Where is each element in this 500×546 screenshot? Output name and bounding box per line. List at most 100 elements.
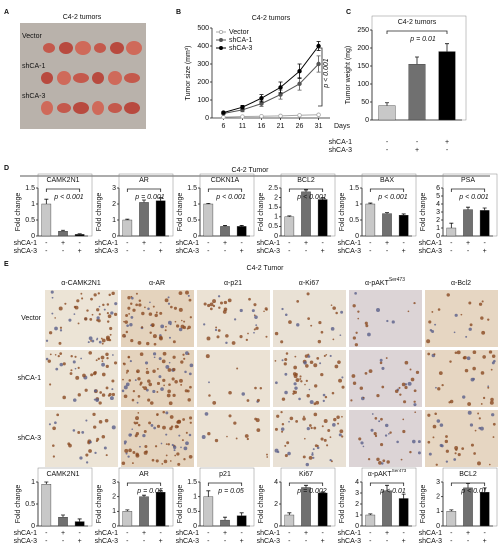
condition-name: shCA-1 (338, 240, 361, 247)
condition-label: - (402, 240, 405, 247)
stained-nucleus (111, 354, 114, 356)
point (278, 92, 283, 97)
stained-nucleus (183, 357, 186, 360)
annotation: p < 0.001 (323, 58, 330, 88)
x-tick-label: 11 (239, 123, 246, 130)
row-label: shCA-3 (18, 435, 41, 442)
tumor (57, 103, 71, 113)
stained-nucleus (417, 451, 421, 455)
condition-label: - (240, 240, 243, 247)
condition-label: - (207, 248, 210, 255)
stained-nucleus (45, 357, 49, 361)
stained-nucleus (171, 377, 175, 381)
stained-nucleus (241, 392, 245, 396)
stained-nucleus (103, 446, 107, 450)
tumor (59, 42, 73, 54)
bar (236, 515, 247, 527)
stained-nucleus (168, 361, 171, 364)
error-bar (287, 512, 292, 515)
condition-label: - (386, 147, 389, 154)
stained-nucleus (468, 327, 472, 331)
y-tick-label: 1 (436, 508, 440, 515)
stained-nucleus (428, 320, 432, 324)
y-tick-label: 0 (31, 233, 35, 240)
bar (378, 105, 396, 121)
condition-label: - (369, 240, 372, 247)
histology-image (45, 350, 118, 407)
stained-nucleus (181, 439, 184, 442)
stained-nucleus (80, 357, 82, 360)
condition-label: - (207, 538, 210, 545)
stained-nucleus (139, 445, 141, 448)
condition-label: + (483, 538, 487, 545)
stained-nucleus (362, 445, 365, 448)
stained-nucleus (154, 445, 158, 448)
stained-nucleus (339, 334, 342, 337)
stained-nucleus (169, 427, 173, 431)
error-bar (158, 490, 163, 493)
bar (41, 203, 52, 237)
error-bar (142, 494, 146, 497)
tumor (57, 71, 71, 85)
stained-nucleus (444, 439, 448, 444)
stained-nucleus (487, 318, 490, 321)
stained-nucleus (92, 412, 96, 417)
stained-nucleus (113, 361, 118, 365)
stained-nucleus (129, 360, 132, 363)
stained-nucleus (214, 328, 218, 332)
stained-nucleus (165, 364, 170, 369)
stained-nucleus (396, 440, 399, 444)
stained-nucleus (153, 426, 157, 430)
stained-nucleus (480, 403, 483, 405)
stained-nucleus (152, 334, 157, 339)
stained-nucleus (355, 331, 358, 334)
condition-label: - (321, 530, 324, 537)
condition-label: - (78, 240, 81, 247)
y-tick-label: 2.5 (268, 185, 278, 192)
stained-nucleus (77, 393, 81, 397)
bar (463, 487, 473, 527)
bar (438, 51, 456, 121)
stained-nucleus (54, 421, 57, 425)
y-axis-label: Fold change (96, 193, 103, 232)
stained-nucleus (223, 300, 228, 305)
tumor (41, 101, 53, 115)
condition-label: + (304, 530, 308, 537)
stained-nucleus (159, 311, 163, 315)
stained-nucleus (488, 350, 493, 354)
y-axis-label: Fold change (15, 485, 22, 524)
stained-nucleus (125, 371, 128, 374)
stained-nucleus (77, 322, 80, 325)
y-tick-label: 200 (197, 79, 209, 86)
stained-nucleus (58, 341, 62, 345)
stained-nucleus (388, 433, 390, 435)
stained-nucleus (305, 379, 308, 383)
stained-nucleus (431, 310, 434, 313)
stained-nucleus (72, 429, 76, 432)
chart-title: Ki67 (299, 471, 313, 478)
stained-nucleus (490, 397, 494, 402)
stained-nucleus (281, 359, 284, 362)
bar (382, 490, 392, 527)
stained-nucleus (174, 454, 177, 457)
condition-label: + (445, 139, 449, 146)
stained-nucleus (90, 340, 92, 342)
stained-nucleus (155, 311, 158, 314)
chart-title: BCL2 (297, 177, 315, 184)
y-tick-label: 1 (193, 494, 197, 501)
stained-nucleus (469, 423, 474, 427)
condition-label: - (288, 240, 291, 247)
stained-nucleus (378, 461, 382, 465)
condition-label: - (416, 139, 419, 146)
stained-nucleus (80, 292, 83, 295)
stained-nucleus (178, 327, 183, 332)
stained-nucleus (111, 379, 115, 383)
stained-nucleus (134, 379, 137, 382)
stained-nucleus (182, 353, 185, 356)
chart-title: BCL2 (459, 471, 477, 478)
stained-nucleus (482, 355, 486, 359)
stained-nucleus (311, 453, 314, 456)
stained-nucleus (434, 323, 437, 326)
stained-nucleus (339, 429, 344, 434)
chart-title: BAX (380, 177, 394, 184)
